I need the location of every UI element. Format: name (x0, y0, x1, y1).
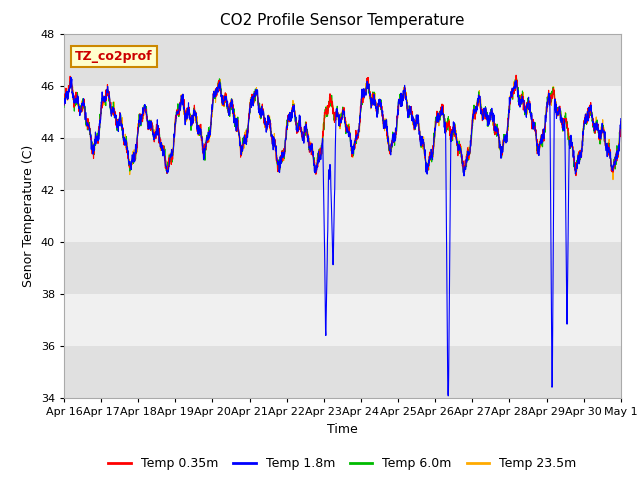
Bar (64, 190, 621, 242)
Y-axis label: Senor Temperature (C): Senor Temperature (C) (22, 145, 35, 287)
Bar (64, 138, 621, 190)
Bar (64, 86, 621, 138)
Bar (64, 34, 621, 86)
Legend: Temp 0.35m, Temp 1.8m, Temp 6.0m, Temp 23.5m: Temp 0.35m, Temp 1.8m, Temp 6.0m, Temp 2… (103, 452, 582, 475)
Bar (64, 346, 621, 398)
Title: CO2 Profile Sensor Temperature: CO2 Profile Sensor Temperature (220, 13, 465, 28)
Bar (64, 242, 621, 294)
X-axis label: Time: Time (327, 423, 358, 436)
Bar (64, 294, 621, 346)
Text: TZ_co2prof: TZ_co2prof (75, 50, 153, 63)
